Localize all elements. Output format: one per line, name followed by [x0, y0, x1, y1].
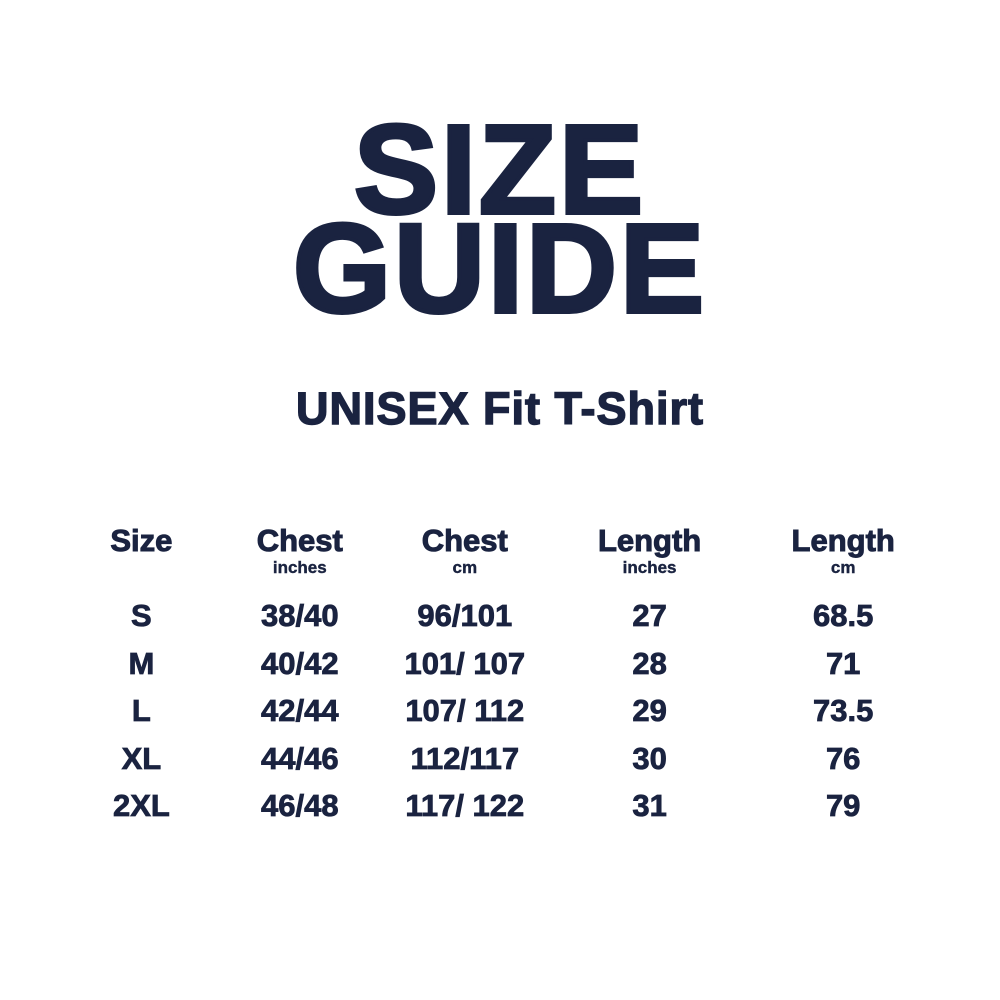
page-title: SIZE GUIDE [0, 99, 1000, 339]
column-header-length-inches: Length inches [553, 523, 747, 592]
chest-cm-value: 96/101 [417, 598, 513, 634]
length-cm-value: 76 [825, 740, 861, 776]
length-cm-value: 79 [825, 788, 861, 824]
chest-inches-value: 44/46 [261, 740, 339, 776]
column-header-unit: cm [830, 558, 856, 577]
column-header-chest-cm: Chest cm [377, 523, 553, 592]
column-header-unit [60, 558, 223, 578]
chest-inches-value: 40/42 [261, 645, 339, 681]
size-label: 2XL [112, 788, 171, 824]
column-header-label: Size [110, 523, 173, 558]
size-label: L [131, 693, 152, 729]
length-cm-value: 71 [825, 645, 861, 681]
page-title-line2: GUIDE [291, 198, 708, 339]
column-header-label: Chest [421, 523, 508, 558]
length-cm-value: 73.5 [813, 693, 874, 729]
column-header-label: Length [597, 523, 702, 558]
column-header-size: Size [60, 523, 223, 592]
length-inches-value: 30 [632, 740, 667, 776]
column-header-unit: inches [272, 558, 327, 577]
length-inches-value: 28 [632, 645, 667, 681]
size-label: M [128, 645, 155, 681]
chest-cm-value: 117/ 122 [405, 788, 525, 824]
column-header-label: Chest [256, 523, 343, 558]
chest-inches-value: 38/40 [261, 598, 339, 634]
column-header-label: Length [791, 523, 895, 558]
column-header-unit: inches [622, 558, 677, 577]
length-inches-value: 29 [632, 693, 667, 729]
length-inches-value: 31 [632, 788, 667, 824]
size-table: Size Chest inches Chest cm Length inches… [60, 523, 940, 830]
page-title-line1: SIZE [352, 99, 647, 240]
column-header-unit: cm [452, 558, 478, 577]
chest-cm-value: 112/117 [410, 740, 520, 776]
page-subtitle: UNISEX Fit T-Shirt [295, 382, 704, 434]
chest-inches-value: 46/48 [261, 788, 339, 824]
length-inches-value: 27 [632, 598, 667, 634]
column-header-length-cm: Length cm [746, 523, 940, 592]
length-cm-value: 68.5 [813, 598, 874, 634]
size-label: XL [121, 740, 162, 776]
chest-cm-value: 101/ 107 [404, 645, 526, 681]
size-label: S [131, 598, 152, 634]
chest-inches-value: 42/44 [261, 693, 339, 729]
column-header-chest-inches: Chest inches [223, 523, 377, 592]
chest-cm-value: 107/ 112 [405, 693, 525, 729]
